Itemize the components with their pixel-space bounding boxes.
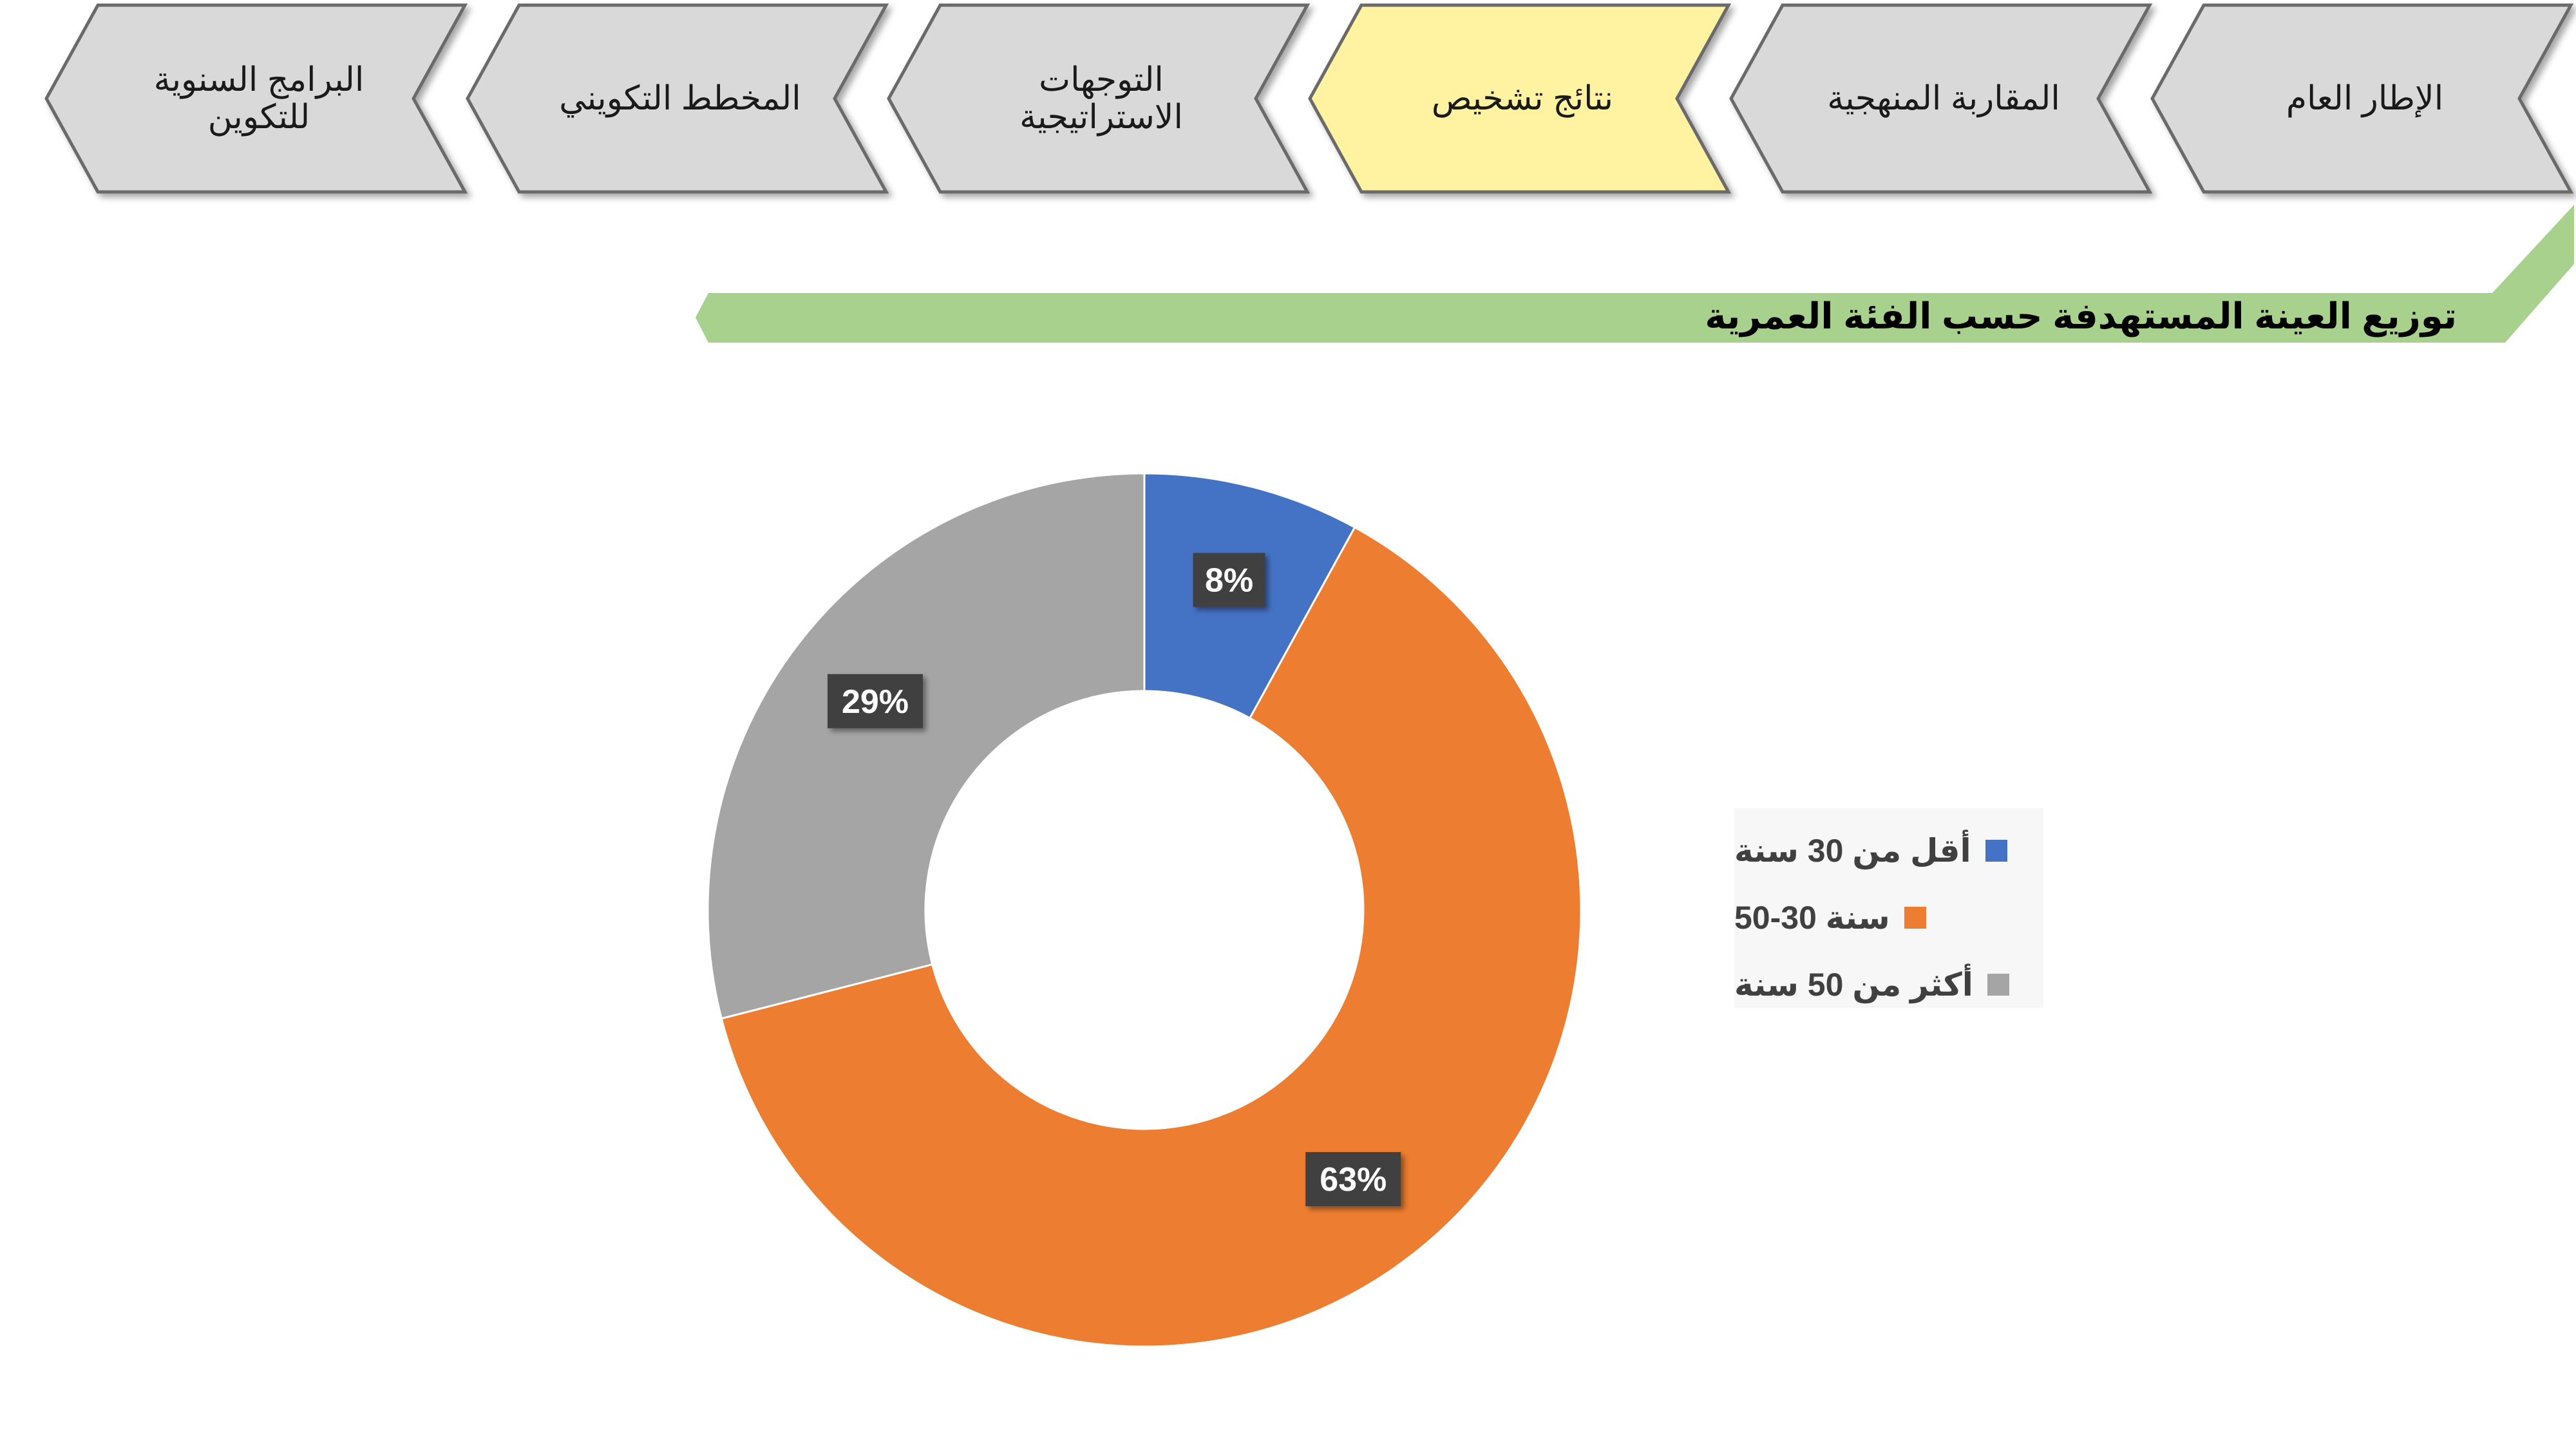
banner-title: توزيع العينة المستهدفة حسب الفئة العمرية (1705, 296, 2457, 337)
data-label-text: 8% (1205, 562, 1253, 600)
legend-swatch (1985, 840, 2007, 862)
donut-slice (706, 472, 1146, 1020)
section-banner: توزيع العينة المستهدفة حسب الفئة العمرية (696, 205, 2574, 343)
nav-step-label: البرامج السنوية (154, 61, 365, 99)
legend-label: أقل من 30 سنة (1734, 833, 1971, 869)
legend-swatch (1904, 907, 1926, 929)
donut-data-labels: 8% 63% 29% (828, 553, 1401, 1206)
data-label: 8% (1193, 553, 1265, 607)
nav-step-chevron[interactable] (44, 3, 468, 194)
nav-step-label: نتائج تشخيص (1432, 80, 1613, 118)
legend-swatch (1987, 974, 2009, 996)
legend-item: أكثر من 50 سنة (1734, 951, 2028, 1018)
data-label-box (828, 674, 923, 728)
nav-step-chevron[interactable] (466, 3, 889, 194)
nav-step-label: التوجهات (1039, 61, 1164, 99)
chart-legend: أقل من 30 سنة سنة 30-50 أكثر من 50 سنة (1734, 808, 2043, 1008)
nav-step-chevron[interactable] (887, 3, 1311, 194)
nav-step-label: للتكوين (208, 99, 310, 137)
nav-step-label: الاستراتيجية (1019, 99, 1183, 137)
legend-label: أكثر من 50 سنة (1734, 967, 1973, 1003)
nav-step-label: الإطار العام (2286, 80, 2443, 118)
legend-item: سنة 30-50 (1734, 884, 2028, 951)
nav-step-label: المقاربة المنهجية (1827, 80, 2060, 118)
legend-item: أقل من 30 سنة (1734, 817, 2028, 884)
data-label: 29% (828, 674, 923, 728)
data-label-box (1193, 553, 1265, 607)
nav-step-label: المخطط التكويني (559, 80, 800, 118)
donut-slices (706, 472, 1582, 1348)
nav-step-chevron[interactable] (1308, 3, 1732, 194)
data-label-text: 63% (1320, 1161, 1387, 1198)
data-label-text: 29% (842, 683, 909, 721)
process-navigation: الإطار العام المقاربة المنهجية نتائج تشخيص… (44, 3, 2574, 194)
data-label-box (1305, 1151, 1401, 1206)
legend-label: سنة 30-50 (1734, 900, 1890, 936)
data-label: 63% (1305, 1151, 1401, 1206)
banner-ribbon (696, 205, 2574, 343)
nav-step-chevron[interactable] (2150, 3, 2574, 194)
nav-step-chevron[interactable] (1729, 3, 2153, 194)
donut-slice (720, 526, 1582, 1348)
